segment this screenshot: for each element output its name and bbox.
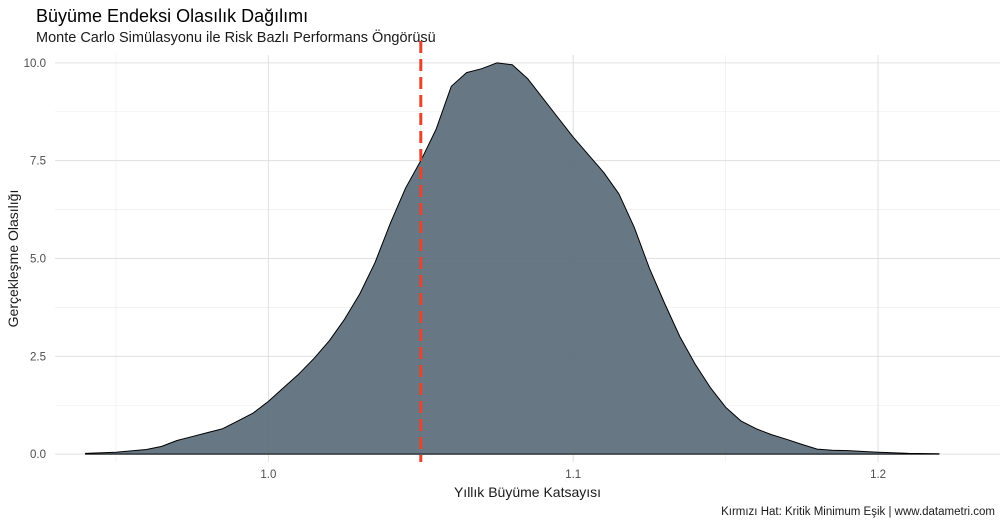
density-area [84, 62, 940, 455]
y-tick-label: 5.0 [30, 254, 46, 266]
x-axis-title: Yıllık Büyüme Katsayısı [454, 484, 601, 500]
x-tick-label: 1.1 [565, 469, 581, 481]
x-tick-label: 1.2 [870, 469, 886, 481]
y-tick-label: 7.5 [30, 156, 46, 168]
chart-caption: Kırmızı Hat: Kritik Minimum Eşik | www.d… [721, 506, 995, 518]
chart-title: Büyüme Endeksi Olasılık Dağılımı [36, 6, 309, 26]
y-tick-label: 0.0 [30, 449, 46, 461]
x-tick-label: 1.0 [260, 469, 276, 481]
x-axis-ticks: 1.0 1.1 1.2 [260, 469, 886, 481]
chart-subtitle: Monte Carlo Simülasyonu ile Risk Bazlı P… [36, 30, 436, 46]
y-axis-ticks: 0.0 2.5 5.0 7.5 10.0 [24, 58, 46, 461]
y-axis-title: Gerçekleşme Olasılığı [5, 190, 21, 328]
y-tick-label: 2.5 [30, 351, 46, 363]
y-tick-label: 10.0 [24, 58, 46, 70]
